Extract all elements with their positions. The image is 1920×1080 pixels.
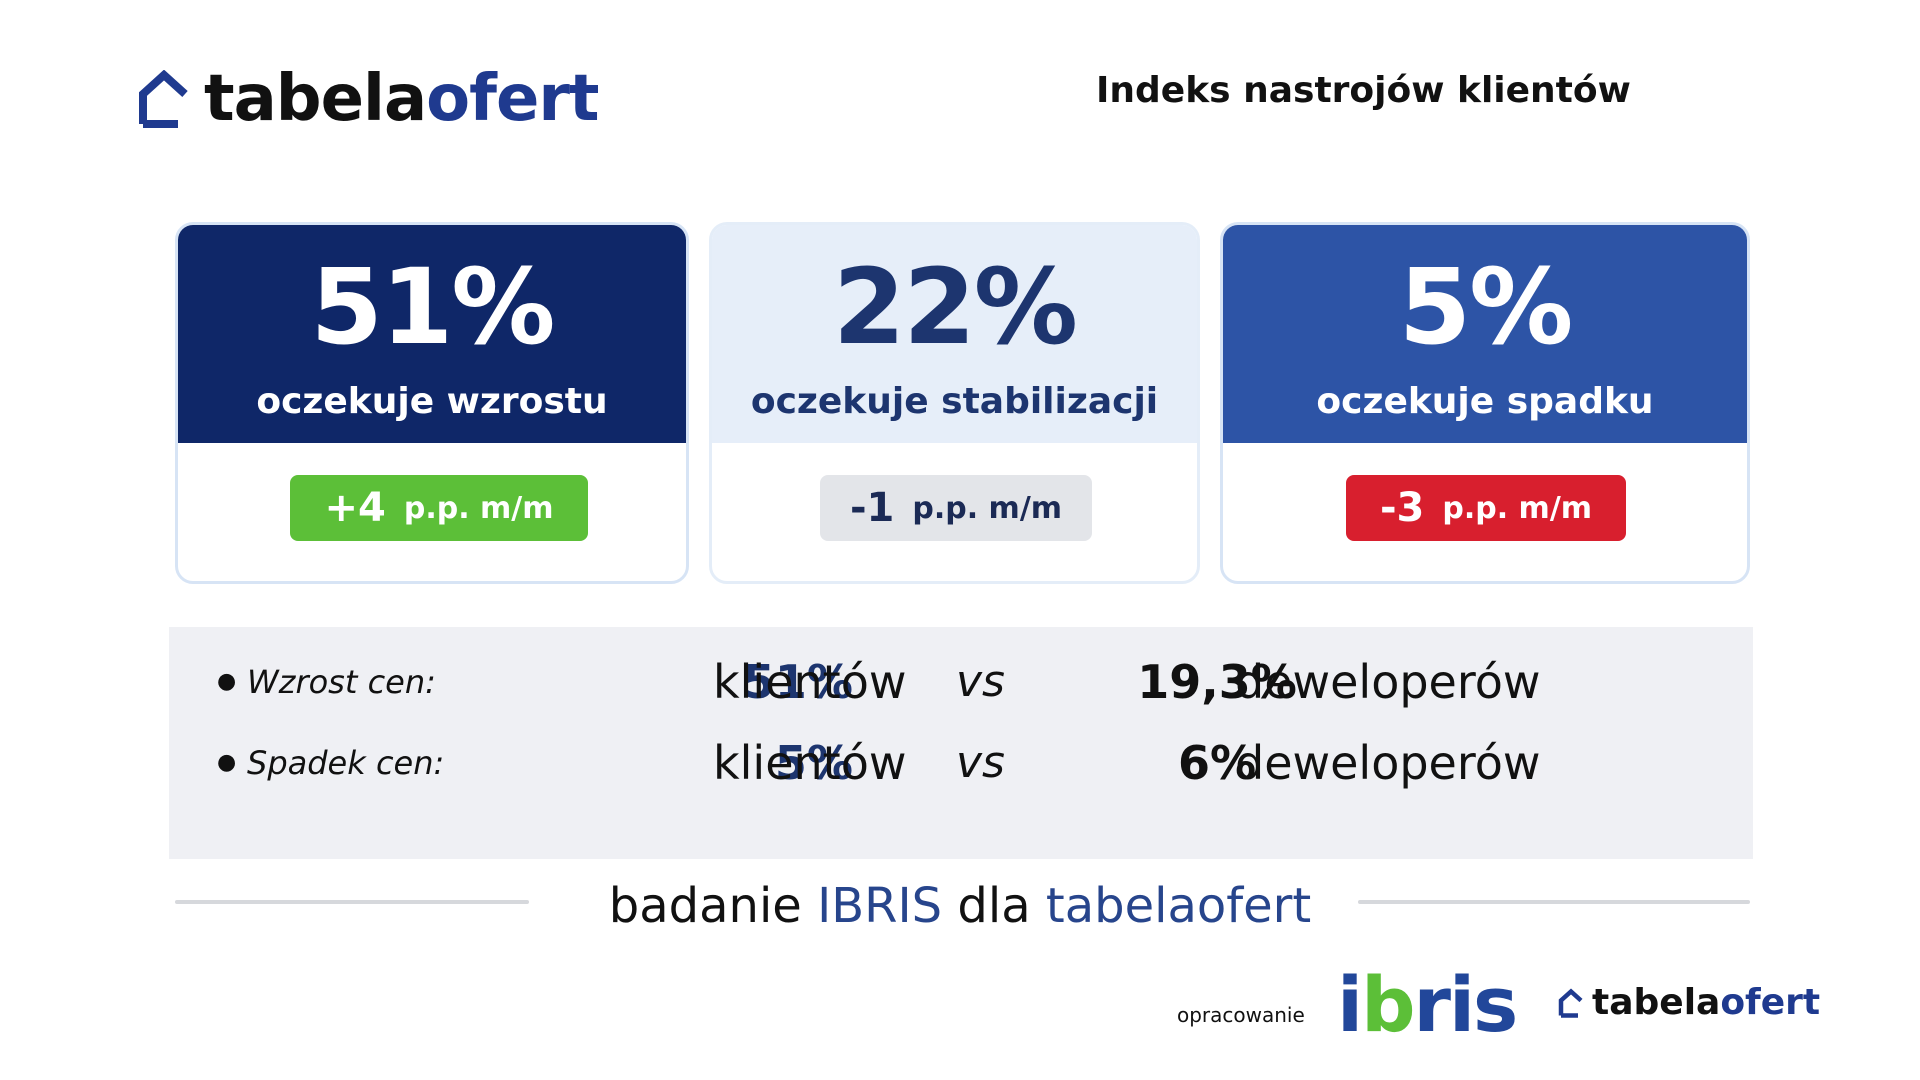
page-title: Indeks nastrojów klientów [1096,70,1631,111]
change-badge: +4 p.p. m/m [290,475,588,541]
card-header: 22% oczekuje stabilizacji [712,225,1197,443]
comparison-row-increase: ● Wzrost cen: 51% klientów vs 19,3% dewe… [169,652,1753,712]
card-header: 51% oczekuje wzrostu [178,225,686,443]
caption-part1: badanie [608,878,818,934]
clients-percent: 5% [774,736,853,790]
brand-name-part2: ofert [1720,982,1821,1023]
comparison-row-decrease: ● Spadek cen: 5% klientów vs 6% dewelope… [169,733,1753,793]
change-unit: p.p. m/m [1442,490,1593,526]
clients-percent: 51% [742,655,853,709]
comparison-panel: ● Wzrost cen: 51% klientów vs 19,3% dewe… [169,627,1753,859]
caption-ibris: IBRIS [817,878,943,934]
clients-word: klientów [713,655,907,709]
divider-right [1358,900,1750,904]
card-decrease: 5% oczekuje spadku -3 p.p. m/m [1220,222,1750,584]
ibris-logo: ibris [1337,960,1518,1049]
comparison-label: Wzrost cen: [247,663,436,701]
study-caption: badanie IBRIS dla tabelaofert [0,878,1920,934]
prepared-by-label: opracowanie [1177,1003,1305,1027]
developers-word: deweloperów [1235,655,1541,709]
bullet-icon: ● [217,669,237,694]
card-percent: 22% [833,246,1078,368]
bullet-icon: ● [217,750,237,775]
house-icon [1558,987,1583,1018]
house-icon [139,70,188,128]
change-badge: -1 p.p. m/m [820,475,1092,541]
vs-label: vs [956,737,1005,788]
developers-percent: 6% [1177,736,1257,790]
brand-name-part2: ofert [426,62,599,136]
clients-word: klientów [713,736,907,790]
card-label: oczekuje stabilizacji [750,381,1159,422]
card-increase: 51% oczekuje wzrostu +4 p.p. m/m [175,222,689,584]
ibris-logo-b: b [1361,960,1415,1049]
ibris-logo-ris: ris [1413,960,1518,1049]
change-value: -3 [1379,485,1425,531]
card-header: 5% oczekuje spadku [1223,225,1747,443]
change-unit: p.p. m/m [912,490,1063,526]
developers-word: deweloperów [1235,736,1541,790]
change-unit: p.p. m/m [403,490,554,526]
comparison-label: Spadek cen: [247,744,445,782]
card-percent: 5% [1398,246,1574,368]
change-value: +4 [324,485,386,531]
developers-percent: 19,3% [1137,655,1297,709]
brand-name-part1: tabela [1592,982,1721,1023]
card-label: oczekuje spadku [1316,381,1654,422]
vs-label: vs [956,656,1005,707]
brand-name-part1: tabela [204,62,427,136]
divider-left [175,900,529,904]
ibris-logo-i: i [1337,960,1363,1049]
card-percent: 51% [310,246,556,368]
change-badge: -3 p.p. m/m [1346,475,1626,541]
caption-brand: tabelaofert [1045,878,1312,934]
caption-part3: dla [942,878,1046,934]
brand-logo-footer: tabela ofert [1558,982,1820,1023]
card-stabilization: 22% oczekuje stabilizacji -1 p.p. m/m [709,222,1200,584]
change-value: -1 [849,485,895,531]
brand-logo: tabela ofert [138,62,600,136]
card-label: oczekuje wzrostu [256,381,608,422]
